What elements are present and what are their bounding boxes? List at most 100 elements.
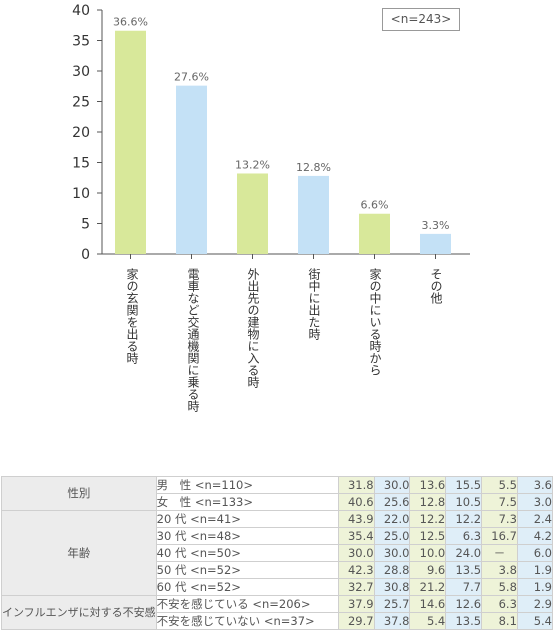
table-cell: 30.8 — [373, 578, 411, 596]
table-row: 女 性 <n=133> 40.6 25.6 12.8 10.5 7.5 3.0 — [2, 493, 553, 511]
category-label-at-home: 家の中にいる時から — [368, 268, 382, 376]
bar-data-label: 36.6% — [113, 16, 148, 29]
table-cell: 16.7 — [481, 527, 518, 545]
table-cell: 3.0 — [516, 493, 553, 511]
group-label-anxiety: インフルエンザに対する不安感 — [1, 595, 157, 630]
table-cell: 4.2 — [516, 527, 553, 545]
table-cell: 35.4 — [337, 527, 375, 545]
table-cell: 5.5 — [481, 476, 518, 494]
table-cell: － — [481, 544, 518, 562]
table-row: 40 代 <n=50> 30.0 30.0 10.0 24.0 － 6.0 — [2, 544, 553, 562]
bar — [115, 30, 146, 254]
table-cell: 31.8 — [337, 476, 375, 494]
table-cell: 30.0 — [373, 476, 411, 494]
table-cell: 40.6 — [337, 493, 375, 511]
table-cell: 13.6 — [409, 476, 447, 494]
y-tick-label: 40 — [72, 3, 90, 19]
row-label: 女 性 <n=133> — [155, 493, 339, 511]
table-cell: 12.8 — [409, 493, 447, 511]
row-label: 30 代 <n=48> — [155, 527, 339, 545]
y-tick-label: 20 — [72, 125, 90, 141]
table-cell: 30.0 — [373, 544, 411, 562]
group-label-age: 年齢 — [1, 510, 157, 596]
table-cell: 22.0 — [373, 510, 411, 528]
table-cell: 6.3 — [481, 595, 518, 613]
y-tick-label: 10 — [72, 186, 90, 202]
row-label: 不安を感じている <n=206> — [155, 595, 339, 613]
row-label: 40 代 <n=50> — [155, 544, 339, 562]
category-label-downtown: 街中に出た時 — [307, 268, 321, 340]
table-cell: 5.8 — [481, 578, 518, 596]
group-label-gender: 性別 — [1, 476, 157, 511]
table-cell: 24.0 — [445, 544, 483, 562]
table-row: インフルエンザに対する不安感 不安を感じている <n=206> 37.9 25.… — [1, 595, 553, 630]
bar-data-label: 27.6% — [174, 71, 209, 84]
bar-data-label: 12.8% — [296, 161, 331, 174]
table-cell: 30.0 — [337, 544, 375, 562]
table-cell: 8.1 — [481, 612, 518, 630]
category-label-other: その他 — [429, 268, 443, 304]
bar-data-label: 6.6% — [361, 199, 389, 212]
table-row: 50 代 <n=52> 42.3 28.8 9.6 13.5 3.8 1.9 — [2, 561, 553, 579]
sample-size-label: <n=243> — [390, 12, 452, 26]
bar-chart: 0 5 10 15 20 25 30 35 40 36.6% 27.6% 13.2% 12.8% 6.6%… — [72, 3, 470, 263]
table-cell: 21.2 — [409, 578, 447, 596]
table-cell: 43.9 — [337, 510, 375, 528]
bar — [176, 85, 207, 254]
sample-size-box: <n=243> — [382, 8, 460, 31]
table-cell: 3.8 — [481, 561, 518, 579]
bar — [237, 173, 268, 254]
table-cell: 1.9 — [516, 561, 553, 579]
y-tick-label: 0 — [81, 247, 90, 263]
y-tick-label: 5 — [81, 217, 90, 233]
table-cell: 12.2 — [445, 510, 483, 528]
category-label-home-door: 家の玄関を出る時 — [125, 268, 139, 364]
table-cell: 6.3 — [445, 527, 483, 545]
category-label-enter-building: 外出先の建物に入る時 — [246, 268, 260, 388]
bar-data-label: 3.3% — [422, 219, 450, 232]
bar — [420, 233, 451, 254]
table-cell: 1.9 — [516, 578, 553, 596]
table-row: 性別 男 性 <n=110> 31.8 30.0 13.6 15.5 5.5 3… — [1, 476, 553, 511]
table-cell: 10.0 — [409, 544, 447, 562]
row-label: 50 代 <n=52> — [155, 561, 339, 579]
y-tick-label: 30 — [72, 64, 90, 80]
table-row: 30 代 <n=48> 35.4 25.0 12.5 6.3 16.7 4.2 — [2, 527, 553, 545]
table-cell: 28.8 — [373, 561, 411, 579]
table-cell: 13.5 — [445, 561, 483, 579]
table-cell: 12.2 — [409, 510, 447, 528]
table-cell: 37.8 — [373, 612, 411, 630]
table-cell: 3.6 — [516, 476, 553, 494]
table-cell: 10.5 — [445, 493, 483, 511]
table-cell: 14.6 — [409, 595, 447, 613]
table-cell: 37.9 — [337, 595, 375, 613]
table-cell: 5.4 — [516, 612, 553, 630]
bar — [298, 175, 329, 254]
data-table: 性別 男 性 <n=110> 31.8 30.0 13.6 15.5 5.5 3… — [1, 476, 553, 630]
category-label-public-transport: 電車など交通機関に乗る時 — [186, 268, 200, 412]
row-label: 男 性 <n=110> — [155, 476, 339, 494]
table-cell: 7.7 — [445, 578, 483, 596]
y-tick-label: 25 — [72, 95, 90, 111]
table-cell: 32.7 — [337, 578, 375, 596]
table-cell: 15.5 — [445, 476, 483, 494]
table-cell: 29.7 — [337, 612, 375, 630]
table-cell: 25.0 — [373, 527, 411, 545]
table-cell: 12.5 — [409, 527, 447, 545]
table-cell: 2.4 — [516, 510, 553, 528]
table-cell: 7.3 — [481, 510, 518, 528]
table-cell: 13.5 — [445, 612, 483, 630]
y-tick-label: 35 — [72, 34, 90, 50]
bar-data-label: 13.2% — [235, 158, 270, 171]
y-tick-label: 15 — [72, 156, 90, 172]
row-label: 20 代 <n=41> — [155, 510, 339, 528]
table-cell: 25.7 — [373, 595, 411, 613]
table-cell: 7.5 — [481, 493, 518, 511]
table-row: 60 代 <n=52> 32.7 30.8 21.2 7.7 5.8 1.9 — [2, 578, 553, 596]
table-cell: 9.6 — [409, 561, 447, 579]
table-cell: 25.6 — [373, 493, 411, 511]
table-cell: 42.3 — [337, 561, 375, 579]
bar — [359, 213, 390, 254]
table-row: 年齢 20 代 <n=41> 43.9 22.0 12.2 12.2 7.3 2… — [1, 510, 553, 596]
row-label: 60 代 <n=52> — [155, 578, 339, 596]
